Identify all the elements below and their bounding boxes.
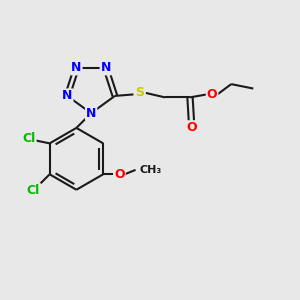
Text: N: N [86,107,96,120]
Text: O: O [186,121,197,134]
Text: Cl: Cl [22,133,36,146]
Text: N: N [100,61,111,74]
Text: N: N [62,89,73,102]
Text: N: N [71,61,82,74]
Text: S: S [135,86,144,100]
Text: O: O [207,88,218,101]
Text: O: O [114,168,125,181]
Text: CH₃: CH₃ [140,165,162,175]
Text: Cl: Cl [27,184,40,197]
